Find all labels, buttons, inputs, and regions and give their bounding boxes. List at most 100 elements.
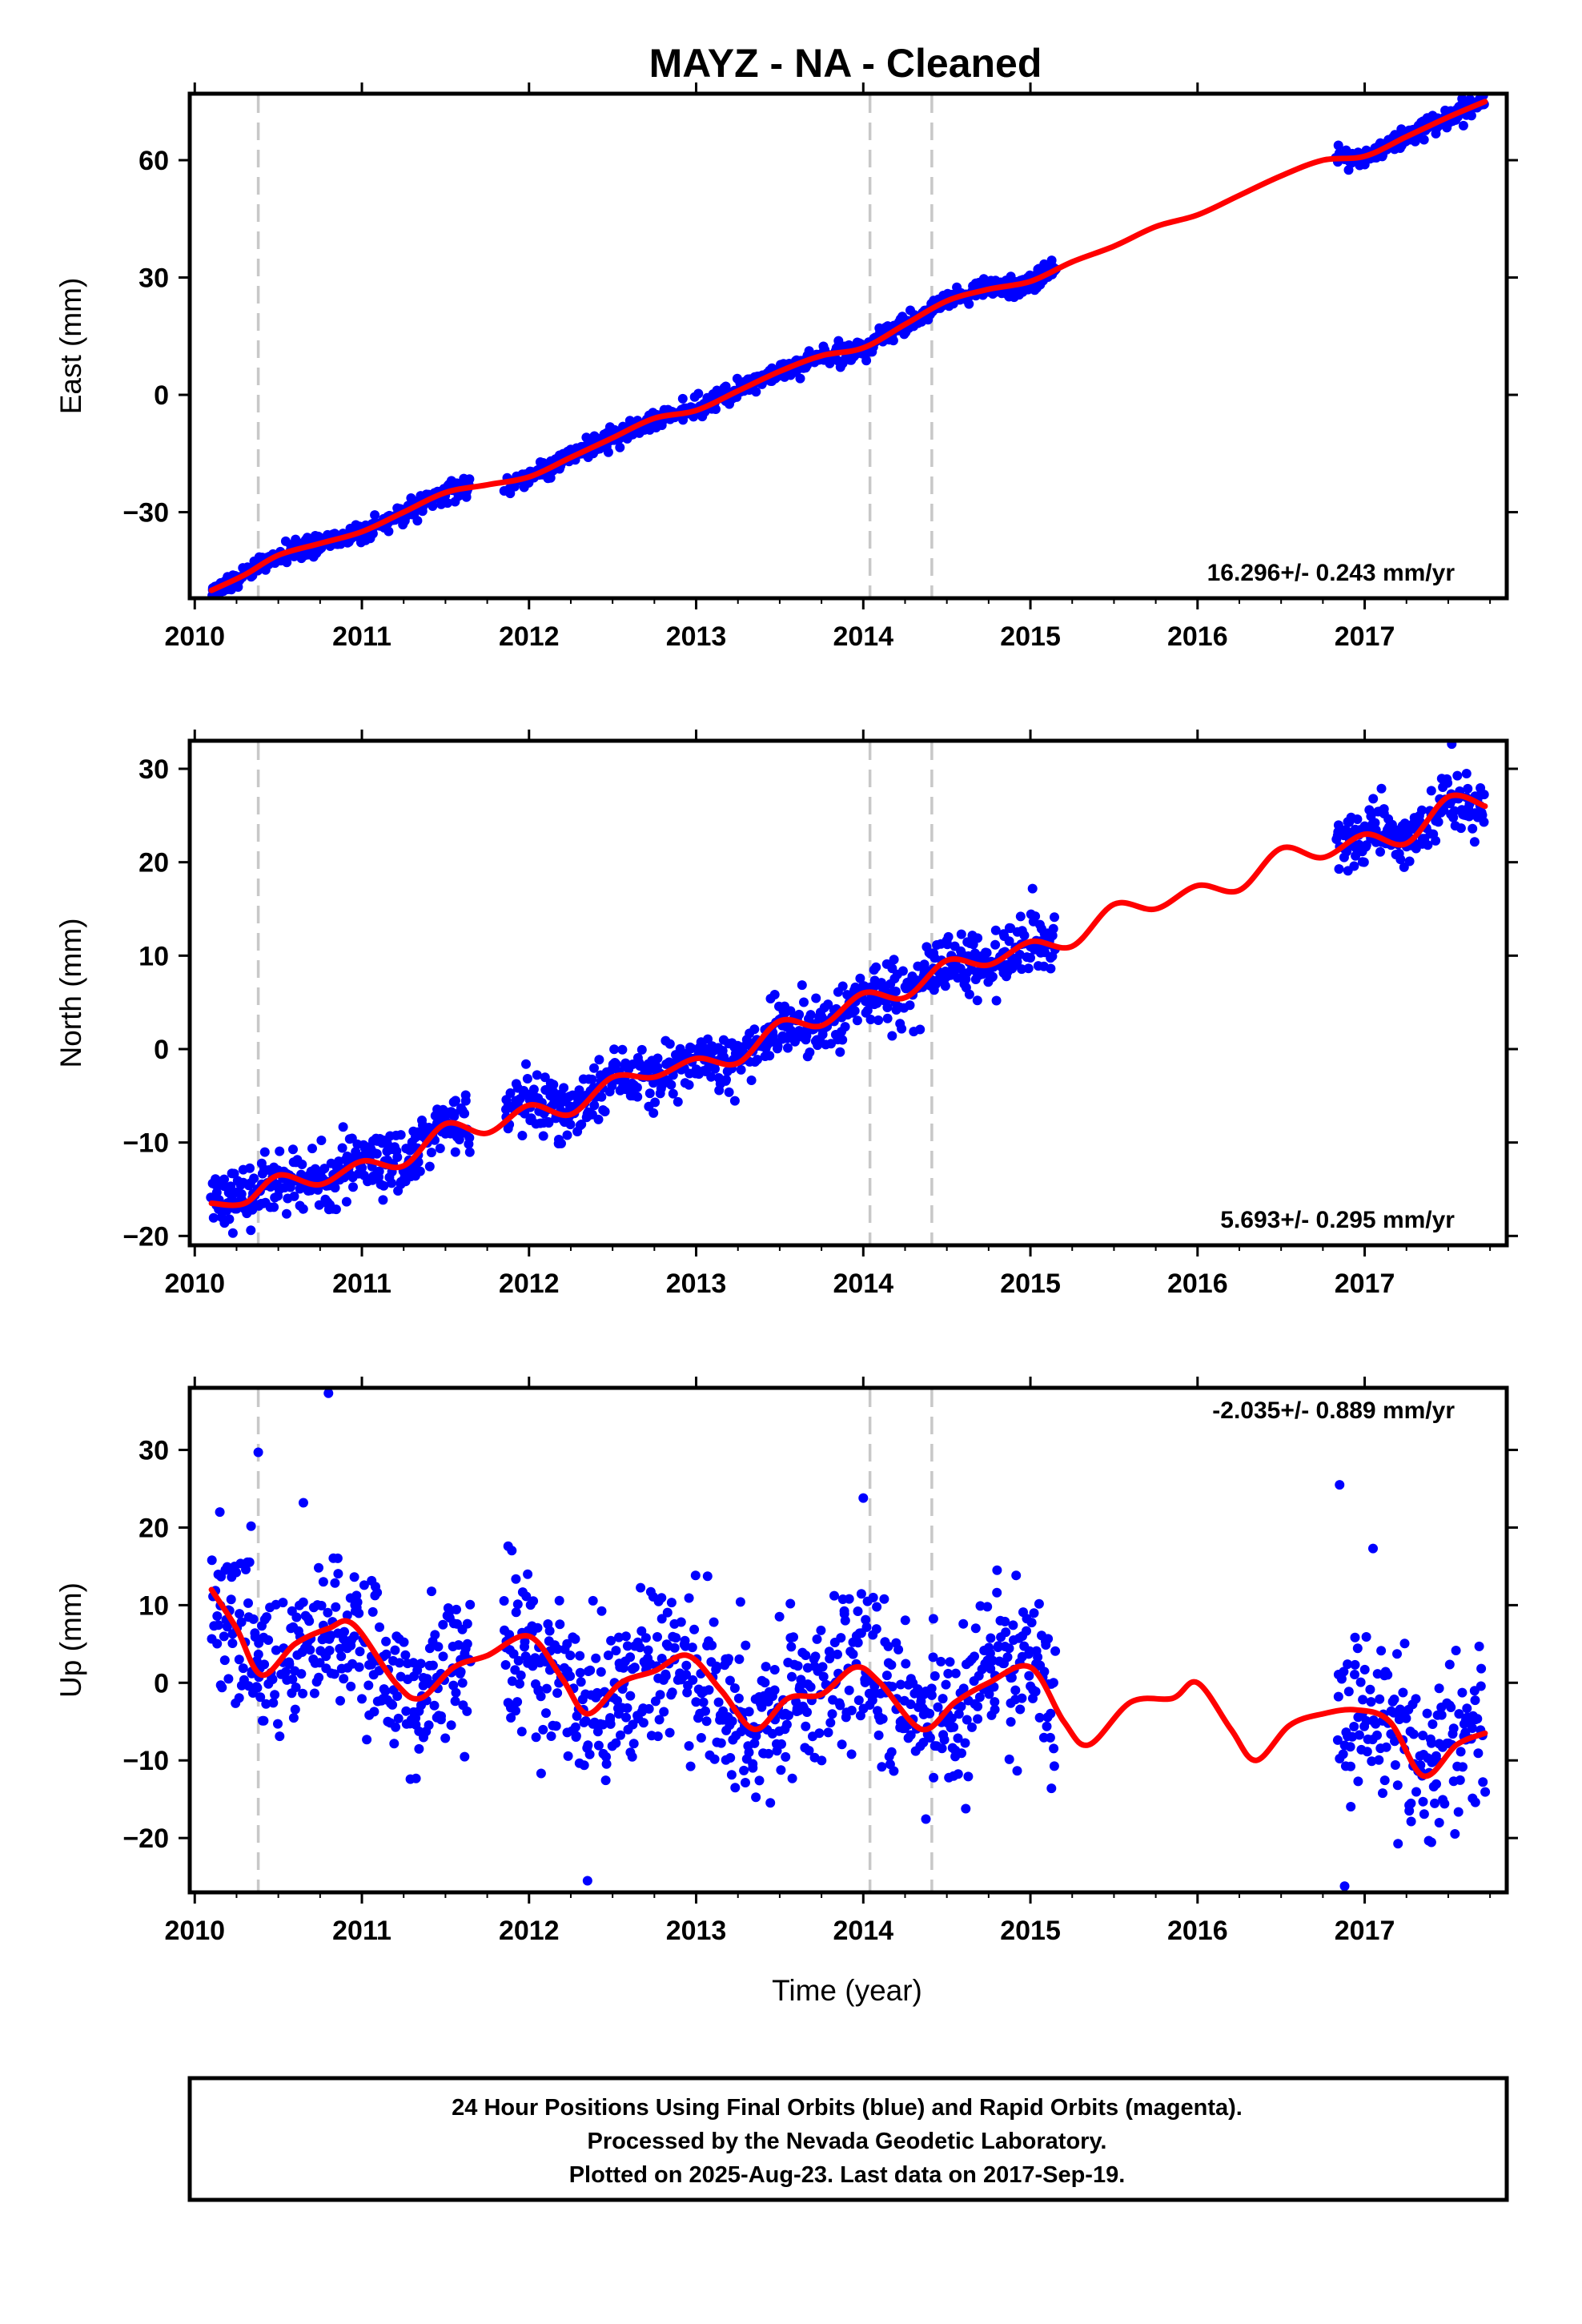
data-point bbox=[516, 1671, 526, 1680]
data-point bbox=[709, 1617, 719, 1627]
data-point bbox=[1046, 963, 1056, 974]
data-point bbox=[774, 1611, 785, 1622]
data-point bbox=[662, 1607, 673, 1618]
data-point bbox=[289, 1191, 299, 1201]
data-point bbox=[746, 1076, 757, 1085]
data-point bbox=[428, 1660, 438, 1671]
footer-frame bbox=[187, 2076, 1509, 2202]
data-point bbox=[614, 1632, 624, 1642]
data-point bbox=[1383, 1670, 1393, 1680]
data-point bbox=[464, 1139, 474, 1149]
data-point bbox=[259, 1715, 269, 1726]
up-fit-line bbox=[208, 1586, 1488, 1779]
data-point bbox=[1417, 805, 1427, 815]
data-point bbox=[208, 1212, 219, 1223]
data-point bbox=[414, 1743, 424, 1754]
data-point bbox=[729, 1096, 740, 1106]
data-point bbox=[275, 1146, 285, 1156]
data-point bbox=[1473, 1748, 1484, 1759]
data-point bbox=[929, 1772, 939, 1783]
data-point bbox=[1353, 1776, 1363, 1787]
data-point bbox=[879, 1594, 889, 1604]
data-point bbox=[314, 1200, 324, 1210]
data-point bbox=[982, 947, 992, 958]
data-point bbox=[1004, 1643, 1014, 1654]
data-point bbox=[393, 1713, 404, 1723]
data-point bbox=[1015, 911, 1026, 922]
data-point bbox=[1404, 856, 1415, 866]
data-point bbox=[229, 1168, 239, 1179]
up-plot-frame bbox=[187, 1385, 1509, 1895]
y-tick-label: −10 bbox=[122, 1746, 169, 1776]
data-point bbox=[652, 1053, 663, 1063]
data-point bbox=[570, 1722, 580, 1732]
data-point bbox=[460, 1108, 470, 1119]
data-point bbox=[861, 1622, 872, 1632]
data-point bbox=[794, 1009, 805, 1019]
footer-line-2: Processed by the Nevada Geodetic Laborat… bbox=[588, 2129, 1107, 2154]
data-point bbox=[387, 1178, 397, 1188]
data-point bbox=[667, 1687, 677, 1698]
data-point bbox=[556, 1138, 566, 1148]
data-point bbox=[1011, 1570, 1022, 1581]
data-point bbox=[761, 1662, 771, 1672]
data-point bbox=[369, 1707, 379, 1717]
data-point bbox=[335, 1695, 345, 1706]
data-point bbox=[563, 1751, 573, 1761]
data-point bbox=[451, 1687, 461, 1698]
data-point bbox=[853, 1638, 863, 1648]
data-point bbox=[1450, 1829, 1460, 1839]
data-point bbox=[846, 1749, 857, 1759]
data-point bbox=[1423, 840, 1433, 850]
footer-line-3: Plotted on 2025-Aug-23. Last data on 201… bbox=[569, 2162, 1126, 2188]
data-point bbox=[992, 1587, 1002, 1598]
x-tick-label: 2012 bbox=[499, 1916, 560, 1946]
data-point bbox=[603, 447, 613, 457]
data-point bbox=[236, 1617, 247, 1627]
data-point bbox=[528, 1084, 539, 1095]
data-point bbox=[290, 1704, 300, 1715]
data-point bbox=[336, 1651, 347, 1662]
x-tick-label: 2017 bbox=[1335, 1269, 1395, 1299]
data-point bbox=[1017, 964, 1027, 975]
data-point bbox=[219, 1631, 229, 1642]
data-point bbox=[706, 1072, 717, 1082]
data-point bbox=[684, 1080, 694, 1090]
data-point bbox=[961, 1803, 971, 1814]
data-point bbox=[508, 1649, 519, 1659]
data-point bbox=[515, 1679, 524, 1689]
data-point bbox=[724, 1087, 734, 1097]
data-point bbox=[1395, 854, 1406, 865]
data-point bbox=[635, 1642, 645, 1653]
data-point bbox=[460, 1096, 471, 1106]
data-point bbox=[309, 1688, 319, 1699]
data-point bbox=[1474, 1641, 1484, 1651]
data-point bbox=[701, 1716, 712, 1727]
data-point bbox=[536, 1691, 546, 1702]
data-point bbox=[223, 1674, 234, 1684]
data-point bbox=[707, 1640, 717, 1651]
data-point bbox=[712, 1662, 722, 1672]
data-point bbox=[1376, 1646, 1387, 1656]
data-point bbox=[575, 1667, 585, 1678]
data-point bbox=[284, 1657, 294, 1667]
data-point bbox=[1332, 1735, 1343, 1745]
data-point bbox=[234, 1693, 244, 1703]
data-point bbox=[789, 1632, 798, 1642]
data-point bbox=[661, 1671, 671, 1681]
data-point bbox=[687, 1642, 697, 1653]
data-point bbox=[883, 1641, 893, 1651]
data-point bbox=[505, 489, 516, 499]
data-point bbox=[438, 1619, 448, 1630]
data-point bbox=[1472, 1714, 1483, 1724]
data-point bbox=[636, 1582, 646, 1593]
data-point bbox=[245, 1163, 255, 1173]
data-point bbox=[852, 1015, 862, 1026]
data-point bbox=[703, 1034, 713, 1044]
y-tick-label: 10 bbox=[139, 1590, 169, 1621]
data-point bbox=[249, 1173, 259, 1184]
data-point bbox=[552, 1644, 563, 1655]
data-point bbox=[381, 1636, 391, 1647]
data-point bbox=[1355, 1677, 1366, 1687]
data-point bbox=[668, 1088, 678, 1099]
